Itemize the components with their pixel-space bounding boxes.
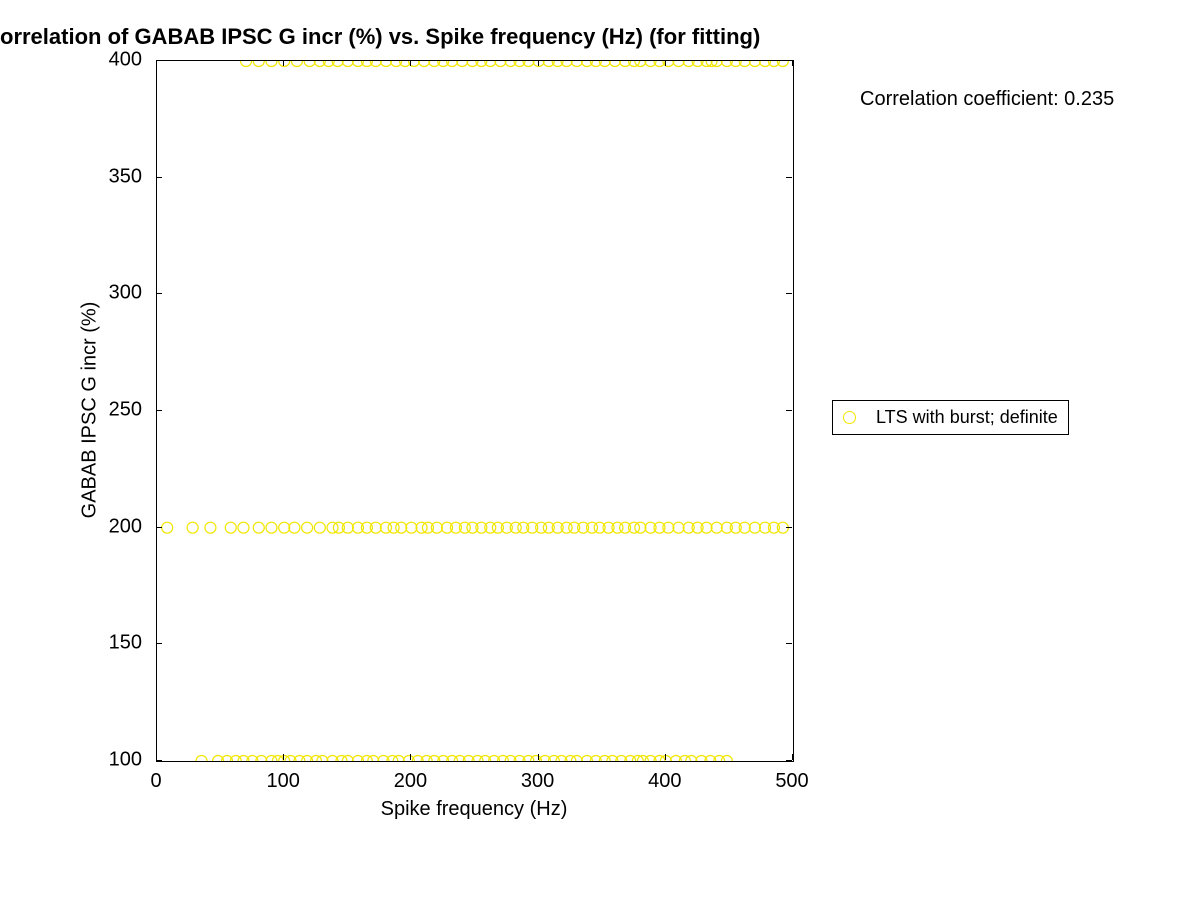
scatter-point (314, 522, 325, 533)
y-tick-mark (156, 527, 162, 528)
x-tick-mark (283, 754, 284, 760)
scatter-point (673, 522, 684, 533)
x-tick-label: 500 (775, 770, 808, 793)
scatter-point (225, 522, 236, 533)
y-tick-mark (156, 643, 162, 644)
x-tick-label: 300 (521, 770, 554, 793)
scatter-point (419, 61, 430, 67)
y-axis-label: GABAB IPSC G incr (%) (79, 302, 102, 519)
y-tick-label: 150 (109, 632, 142, 655)
scatter-point (238, 522, 249, 533)
y-tick-label: 350 (109, 165, 142, 188)
x-tick-mark (538, 754, 539, 760)
scatter-point (279, 522, 290, 533)
scatter-point (673, 61, 684, 67)
scatter-point (380, 61, 391, 67)
correlation-annotation: Correlation coefficient: 0.235 (860, 88, 1114, 111)
scatter-point (342, 756, 353, 762)
x-tick-mark (792, 754, 793, 760)
scatter-point (495, 61, 506, 67)
y-tick-mark (156, 410, 162, 411)
y-tick-label: 250 (109, 399, 142, 422)
scatter-point (609, 61, 620, 67)
legend: LTS with burst; definite (832, 400, 1069, 435)
y-tick-mark (786, 643, 792, 644)
scatter-point (196, 756, 207, 762)
scatter-point (291, 61, 302, 67)
y-tick-mark (156, 760, 162, 761)
x-tick-mark (538, 60, 539, 66)
y-tick-mark (156, 293, 162, 294)
scatter-point (393, 756, 404, 762)
scatter-svg (157, 61, 793, 761)
x-tick-mark (792, 60, 793, 66)
scatter-point (571, 61, 582, 67)
scatter-point (749, 61, 760, 67)
scatter-point (635, 522, 646, 533)
y-tick-mark (786, 410, 792, 411)
scatter-point (416, 522, 427, 533)
scatter-point (266, 61, 277, 67)
y-tick-mark (156, 177, 162, 178)
scatter-point (571, 756, 582, 762)
scatter-point (327, 522, 338, 533)
scatter-point (253, 61, 264, 67)
y-tick-mark (786, 760, 792, 761)
legend-item-label: LTS with burst; definite (876, 407, 1058, 428)
x-tick-label: 100 (267, 770, 300, 793)
x-tick-mark (410, 754, 411, 760)
x-tick-mark (665, 60, 666, 66)
scatter-point (304, 61, 315, 67)
scatter-point (279, 61, 290, 67)
y-tick-mark (786, 527, 792, 528)
scatter-point (187, 522, 198, 533)
x-axis-label: Spike frequency (Hz) (381, 798, 568, 821)
y-tick-label: 100 (109, 749, 142, 772)
x-tick-mark (665, 754, 666, 760)
y-tick-label: 300 (109, 282, 142, 305)
x-tick-label: 400 (648, 770, 681, 793)
scatter-point (396, 522, 407, 533)
scatter-point (533, 61, 544, 67)
x-tick-mark (156, 754, 157, 760)
legend-marker-circle-icon (843, 411, 856, 424)
chart-title: orrelation of GABAB IPSC G incr (%) vs. … (0, 24, 760, 50)
scatter-point (686, 756, 697, 762)
scatter-point (342, 61, 353, 67)
scatter-point (660, 756, 671, 762)
scatter-point (162, 522, 173, 533)
scatter-point (368, 756, 379, 762)
y-tick-mark (786, 177, 792, 178)
scatter-point (635, 61, 646, 67)
y-tick-label: 400 (109, 49, 142, 72)
scatter-point (266, 522, 277, 533)
scatter-point (749, 522, 760, 533)
scatter-point (457, 61, 468, 67)
scatter-point (289, 522, 300, 533)
y-tick-mark (786, 293, 792, 294)
x-tick-label: 0 (150, 770, 161, 793)
plot-area (156, 60, 794, 762)
scatter-point (205, 522, 216, 533)
scatter-point (302, 522, 313, 533)
scatter-point (253, 522, 264, 533)
y-tick-label: 200 (109, 515, 142, 538)
figure: orrelation of GABAB IPSC G incr (%) vs. … (0, 0, 1200, 900)
x-tick-mark (410, 60, 411, 66)
x-tick-mark (156, 60, 157, 66)
scatter-point (241, 61, 252, 67)
x-tick-label: 200 (394, 770, 427, 793)
scatter-point (721, 756, 732, 762)
scatter-point (711, 522, 722, 533)
scatter-point (317, 756, 328, 762)
scatter-point (406, 522, 417, 533)
x-tick-mark (283, 60, 284, 66)
